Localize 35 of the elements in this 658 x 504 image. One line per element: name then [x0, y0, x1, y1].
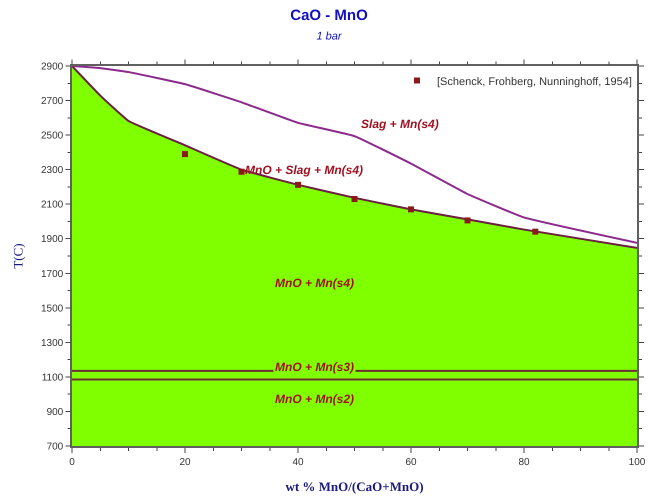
- annotation: Slag + Mn(s4): [361, 117, 439, 131]
- y-tick-label: 1300: [41, 338, 64, 349]
- y-tick-label: 1500: [41, 303, 64, 314]
- y-tick-label: 2500: [41, 130, 64, 142]
- annotation: MnO + Mn(s3): [275, 360, 354, 374]
- x-tick-label: 80: [518, 456, 530, 468]
- point: [532, 228, 538, 235]
- annotation: MnO + Slag + Mn(s4): [245, 163, 364, 177]
- y-tick-label: 2100: [41, 200, 64, 211]
- x-tick-label: 40: [292, 456, 304, 468]
- y-tick-label: 900: [46, 406, 64, 418]
- point: [238, 168, 244, 175]
- point: [408, 206, 414, 212]
- chart-subtitle: 1 bar: [316, 30, 343, 43]
- y-tick-label: 700: [46, 442, 64, 452]
- y-tick-label: 2700: [41, 96, 64, 108]
- chart-title: CaO - MnO: [290, 7, 368, 24]
- point: [352, 196, 358, 202]
- x-tick-label: 20: [179, 456, 191, 468]
- legend-label: [Schenck, Frohberg, Nunninghoff, 1954]: [437, 76, 632, 88]
- x-tick-label: 60: [405, 456, 417, 468]
- annotation: MnO + Mn(s2): [275, 392, 354, 406]
- annotation: MnO + Mn(s4): [275, 276, 354, 290]
- y-tick-label: 2900: [41, 62, 64, 72]
- x-tick-label: 0: [69, 456, 76, 468]
- point: [464, 217, 470, 224]
- y-tick-label: 1700: [41, 268, 64, 280]
- x-tick-label: 100: [628, 456, 646, 468]
- y-tick-label: 1100: [42, 372, 64, 384]
- y-axis-title: T(C): [10, 243, 26, 269]
- y-tick-label: 2300: [41, 165, 64, 176]
- y-tick-label: 1900: [41, 234, 64, 246]
- x-axis-title: wt % MnO/(CaO+MnO): [285, 478, 424, 494]
- point: [182, 151, 188, 158]
- point: [295, 182, 301, 188]
